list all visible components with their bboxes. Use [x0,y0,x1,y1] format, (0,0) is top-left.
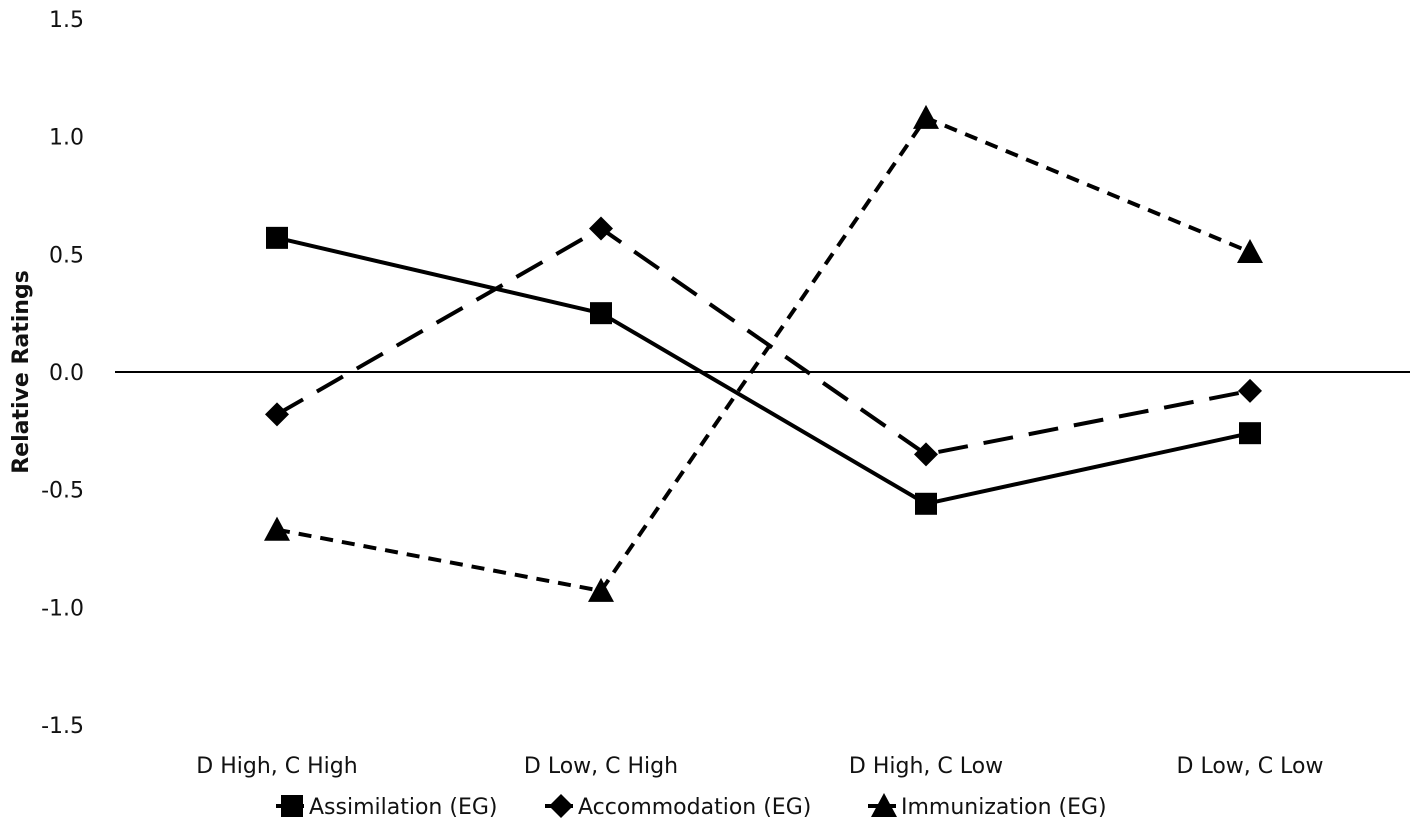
series-line [276,226,1251,457]
legend-item: Immunization (EG) [868,793,1107,820]
series-layer [264,104,1263,602]
data-point-diamond [914,442,938,467]
series-diamond [265,216,1262,467]
y-axis-ticks: 1.5 1.0 0.5 0.0 -0.5 -1.0 -1.5 [41,8,84,739]
legend: Assimilation (EG) Accommodation (EG) Immun… [276,793,1107,820]
legend-label: Assimilation (EG) [309,795,497,820]
legend-marker-diamond [549,794,573,818]
data-point-square [266,226,288,249]
x-tick-label: D High, C Low [849,754,1003,779]
y-tick-label: -1.5 [41,714,84,739]
x-tick-label: D High, C High [196,754,357,779]
series-line [276,115,1251,593]
data-point-triangle [1237,238,1263,264]
x-tick-label: D Low, C Low [1177,754,1324,779]
x-tick-label: D Low, C High [524,754,678,779]
legend-label: Accommodation (EG) [578,795,811,820]
data-point-diamond [265,402,289,427]
data-point-triangle [913,104,939,129]
legend-item: Accommodation (EG) [545,794,811,820]
x-axis-ticks: D High, C High D Low, C High D High, C Low… [196,754,1323,779]
data-point-diamond [1238,378,1262,403]
data-point-square [590,302,612,325]
y-tick-label: 0.5 [49,243,84,268]
legend-marker-triangle [871,793,897,818]
y-tick-label: -1.0 [41,596,84,621]
data-point-diamond [589,216,613,241]
series-square [266,226,1261,515]
y-tick-label: -0.5 [41,479,84,504]
legend-item: Assimilation (EG) [276,795,497,820]
legend-marker-square [281,795,303,817]
data-point-triangle [264,516,290,541]
y-tick-label: 1.5 [49,8,84,33]
series-triangle [264,104,1263,602]
legend-label: Immunization (EG) [901,795,1107,820]
y-axis-label: Relative Ratings [9,270,34,474]
y-tick-label: 0.0 [49,361,84,386]
y-tick-label: 1.0 [49,126,84,151]
data-point-triangle [588,577,614,602]
data-point-square [1239,422,1261,445]
series-line [276,235,1251,506]
data-point-square [915,492,937,515]
